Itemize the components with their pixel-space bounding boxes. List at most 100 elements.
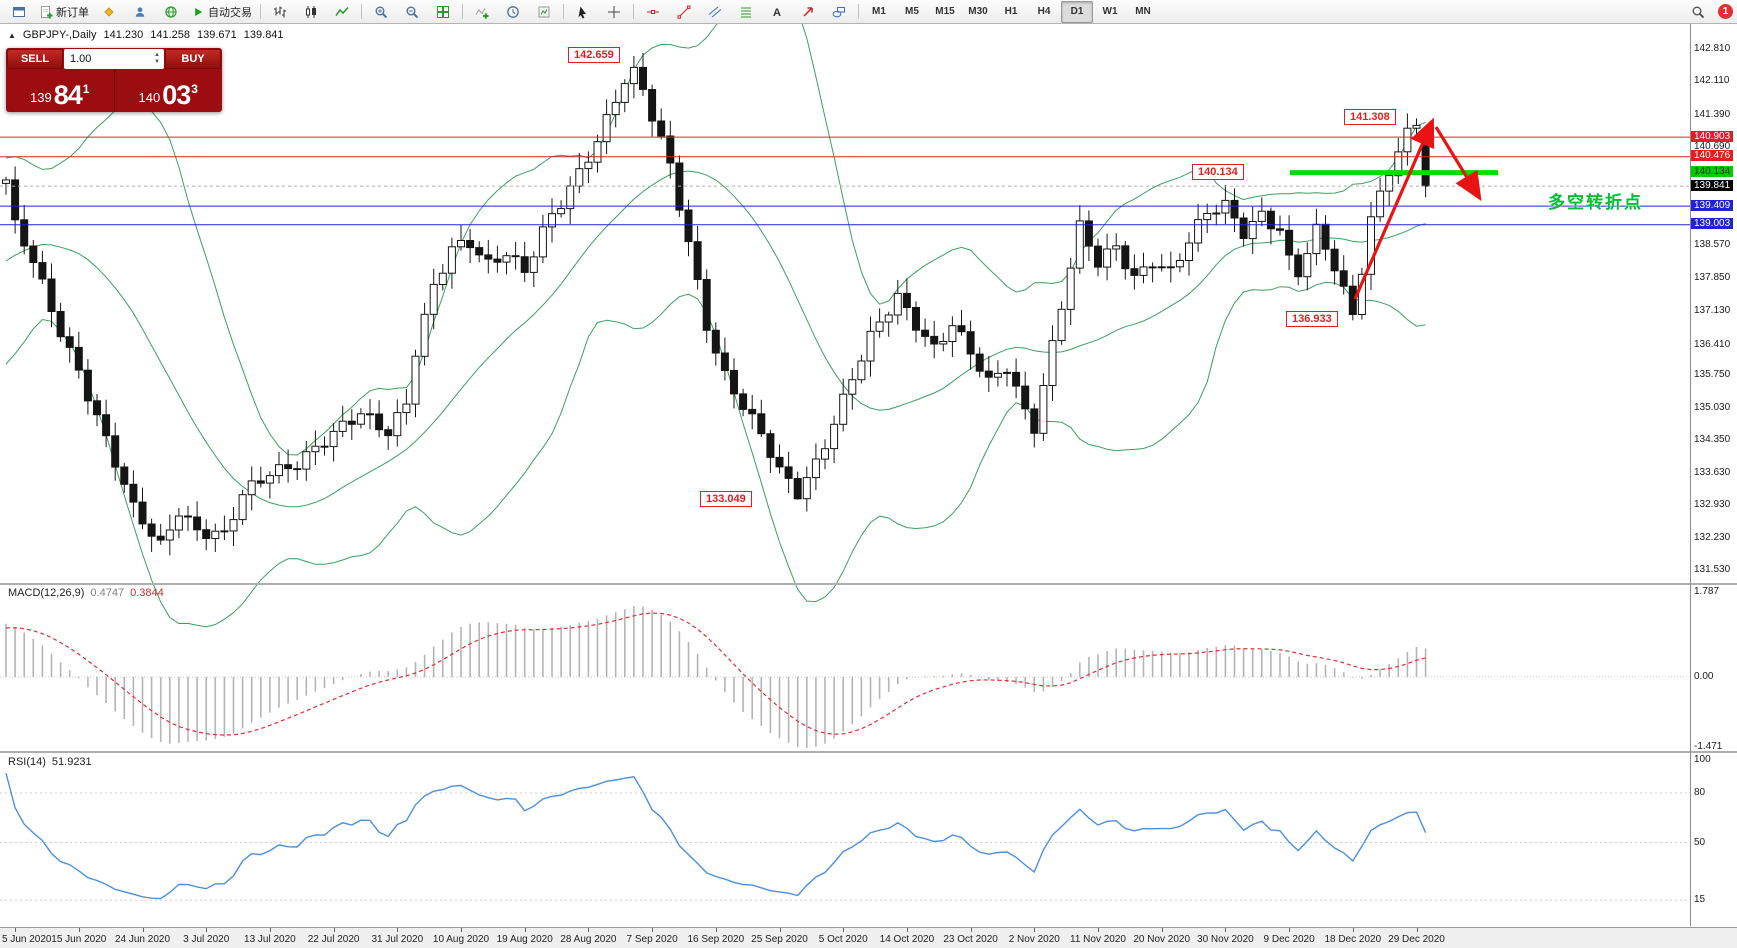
line-chart-mode-button[interactable] [327,1,357,23]
sell-price-sup: 1 [82,82,90,96]
macd-label: MACD(12,26,9) 0.4747 0.3844 [8,587,164,599]
buy-price-prefix: 140 [138,90,161,105]
timeframe-m15-button[interactable]: M15 [935,6,955,17]
time-axis-label: 31 Jul 2020 [371,934,424,945]
volume-input[interactable]: 1.00 ▲ ▼ [64,49,164,69]
new-order-button[interactable]: 新订单 [35,1,93,23]
buy-price-display[interactable]: 140 03 3 [115,70,223,112]
buy-button[interactable]: BUY [165,49,221,69]
time-axis-tick [269,928,271,932]
time-axis-tick [1034,928,1036,932]
time-axis-tick [779,928,781,932]
time-axis-label: 9 Dec 2020 [1263,934,1315,945]
sell-price-display[interactable]: 139 84 1 [6,70,115,112]
crosshair-button[interactable] [599,1,629,23]
market-button[interactable] [94,1,124,23]
price-label-133.049[interactable]: 133.049 [700,491,752,507]
candlestick-mode-button[interactable] [296,1,326,23]
trend-icon [677,5,691,19]
search-icon [1692,6,1705,18]
time-axis-tick [15,928,17,932]
time-axis-label: 5 Jun 2020 [2,934,52,945]
tile-windows-button[interactable] [428,1,458,23]
fibonacci-button[interactable] [731,1,761,23]
time-axis-label: 18 Dec 2020 [1324,934,1382,945]
cursor-button[interactable] [568,1,598,23]
one-click-trading-panel: SELL 1.00 ▲ ▼ BUY 139 84 1 140 03 3 [6,48,222,112]
time-axis-tick [843,928,845,932]
arrow-tool-button[interactable] [793,1,823,23]
volume-down-icon[interactable]: ▼ [154,59,160,65]
docplus-icon [41,5,53,18]
time-axis[interactable]: 5 Jun 2020 15 Jun 2020 24 Jun 2020 3 Jul 20… [0,927,1737,948]
time-axis-label: 14 Oct 2020 [879,934,935,945]
macd-signal-line [5,612,1426,736]
timeframe-m1-button[interactable]: M1 [872,6,886,17]
periods-button[interactable] [498,1,528,23]
notification-badge[interactable]: 1 [1718,4,1733,19]
volume-value[interactable]: 1.00 [70,53,92,65]
time-axis-tick [1161,928,1163,932]
profile-icon [135,6,145,17]
community-button[interactable] [156,1,186,23]
time-axis-label: 11 Nov 2020 [1070,934,1126,945]
pivot-annotation-text[interactable]: 多空转折点 [1548,193,1643,212]
timeframe-m30-button[interactable]: M30 [968,6,988,17]
bar-chart-mode-button[interactable] [265,1,295,23]
time-axis-tick [142,928,144,932]
pane-divider-macd[interactable] [0,583,1737,585]
text-tool-button[interactable]: A [762,1,792,23]
price-label-140.134[interactable]: 140.134 [1192,164,1244,180]
volume-up-icon[interactable]: ▲ [154,52,160,58]
templates-button[interactable] [529,1,559,23]
chart-canvas[interactable] [0,24,1737,948]
time-axis-label: 19 Aug 2020 [496,934,553,945]
globe-icon [165,5,177,18]
trend-arrow[interactable] [1434,126,1482,202]
autotrading-button[interactable]: 自动交易 [187,1,256,23]
shapes-icon [832,6,845,17]
sell-button[interactable]: SELL [7,49,63,69]
timeframe-m5-button[interactable]: M5 [905,6,919,17]
time-axis-label: 5 Oct 2020 [818,934,868,945]
time-axis-tick [1289,928,1291,932]
new-order-button-label: 新订单 [56,6,89,19]
trade-panel-toggle-icon[interactable]: ▲ [8,30,16,40]
price-label-141.308[interactable]: 141.308 [1344,109,1396,125]
horizontal-line-button[interactable] [638,1,668,23]
time-axis-label: 22 Jul 2020 [307,934,360,945]
autotrading-button-label: 自动交易 [208,6,252,19]
search-button[interactable] [1683,1,1713,23]
buy-price-sup: 3 [191,82,198,96]
trendline-button[interactable] [669,1,699,23]
rsi-value: 51.9231 [51,756,92,768]
timeframe-w1-button[interactable]: W1 [1102,6,1118,17]
zoom-out-button[interactable] [397,1,427,23]
signals-button[interactable] [125,1,155,23]
time-axis-tick [78,928,80,932]
pane-divider-rsi[interactable] [0,751,1737,753]
indicators-button[interactable] [467,1,497,23]
time-axis-tick [1098,928,1099,932]
time-axis-tick [1225,928,1227,932]
shapes-button[interactable] [824,1,854,23]
chart-ohlc-header: ▲ GBPJPY-,Daily 141.230 141.258 139.671 … [8,29,284,41]
zoom-in-button[interactable] [366,1,396,23]
timeframe-h4-button[interactable]: H4 [1037,6,1051,17]
time-axis-tick [461,928,462,932]
chart-window-button[interactable] [4,1,34,23]
time-axis-label: 20 Nov 2020 [1133,934,1191,945]
diamond-icon [104,6,114,17]
time-axis-tick [970,928,972,932]
ohlc-open: 141.230 [103,29,144,41]
channel-button[interactable] [700,1,730,23]
trend-arrow[interactable] [1353,117,1435,300]
toolbar-separator [858,4,859,19]
timeframe-h1-button[interactable]: H1 [1004,6,1018,17]
cursor-icon [578,6,586,18]
price-label-142.659[interactable]: 142.659 [568,47,620,63]
price-label-136.933[interactable]: 136.933 [1286,311,1338,327]
timeframe-mn-button[interactable]: MN [1135,6,1151,17]
clock-icon [507,5,519,18]
timeframe-d1-button[interactable]: D1 [1061,0,1093,23]
